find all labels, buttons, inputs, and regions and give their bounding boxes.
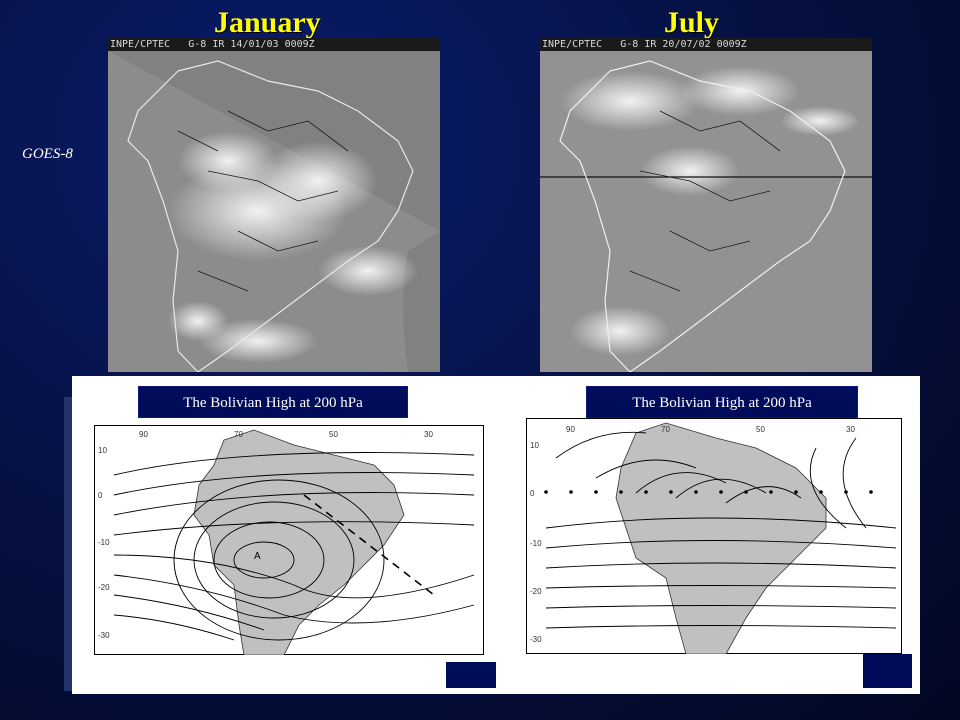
satellite-label: GOES-8 [22, 146, 73, 162]
svg-text:10: 10 [530, 441, 539, 450]
streamlines [113, 452, 475, 641]
satellite-header: INPE/CPTEC G-8 IR 14/01/03 0009Z [108, 38, 440, 51]
january-satellite-image: INPE/CPTEC G-8 IR 14/01/03 0009Z [108, 38, 440, 372]
svg-text:70: 70 [234, 430, 243, 439]
high-center-marker: A [254, 551, 261, 562]
july-title: July [664, 6, 720, 39]
ridge-axis-dots [544, 490, 873, 494]
streamlines [545, 431, 897, 629]
decorative-square [863, 654, 912, 688]
svg-text:-20: -20 [98, 583, 110, 592]
svg-text:90: 90 [566, 425, 575, 434]
satellite-header: INPE/CPTEC G-8 IR 20/07/02 0009Z [540, 38, 872, 51]
svg-text:-20: -20 [530, 587, 542, 596]
map-title-january: The Bolivian High at 200 hPa [138, 386, 408, 418]
svg-text:30: 30 [846, 425, 855, 434]
svg-text:70: 70 [661, 425, 670, 434]
svg-text:50: 50 [329, 430, 338, 439]
svg-text:0: 0 [98, 491, 103, 500]
satellite-imagery [540, 51, 872, 372]
january-title: January [214, 6, 321, 39]
svg-text:-10: -10 [530, 539, 542, 548]
streamline-map-january: A 90 70 50 30 10 0 -10 -20 -30 [94, 425, 484, 655]
svg-text:-30: -30 [530, 635, 542, 644]
south-america-landmass [615, 422, 827, 654]
svg-text:30: 30 [424, 430, 433, 439]
july-satellite-image: INPE/CPTEC G-8 IR 20/07/02 0009Z [540, 38, 872, 372]
svg-text:0: 0 [530, 489, 535, 498]
streamline-map-july: 90 70 50 30 10 0 -10 -20 -30 [526, 418, 902, 654]
map-title-july: The Bolivian High at 200 hPa [586, 386, 858, 418]
south-america-landmass [193, 429, 405, 655]
svg-text:50: 50 [756, 425, 765, 434]
satellite-imagery [108, 51, 440, 372]
svg-text:-30: -30 [98, 631, 110, 640]
svg-text:10: 10 [98, 446, 107, 455]
decorative-square [446, 662, 496, 688]
svg-text:-10: -10 [98, 538, 110, 547]
panel-edge [64, 397, 72, 691]
svg-text:90: 90 [139, 430, 148, 439]
